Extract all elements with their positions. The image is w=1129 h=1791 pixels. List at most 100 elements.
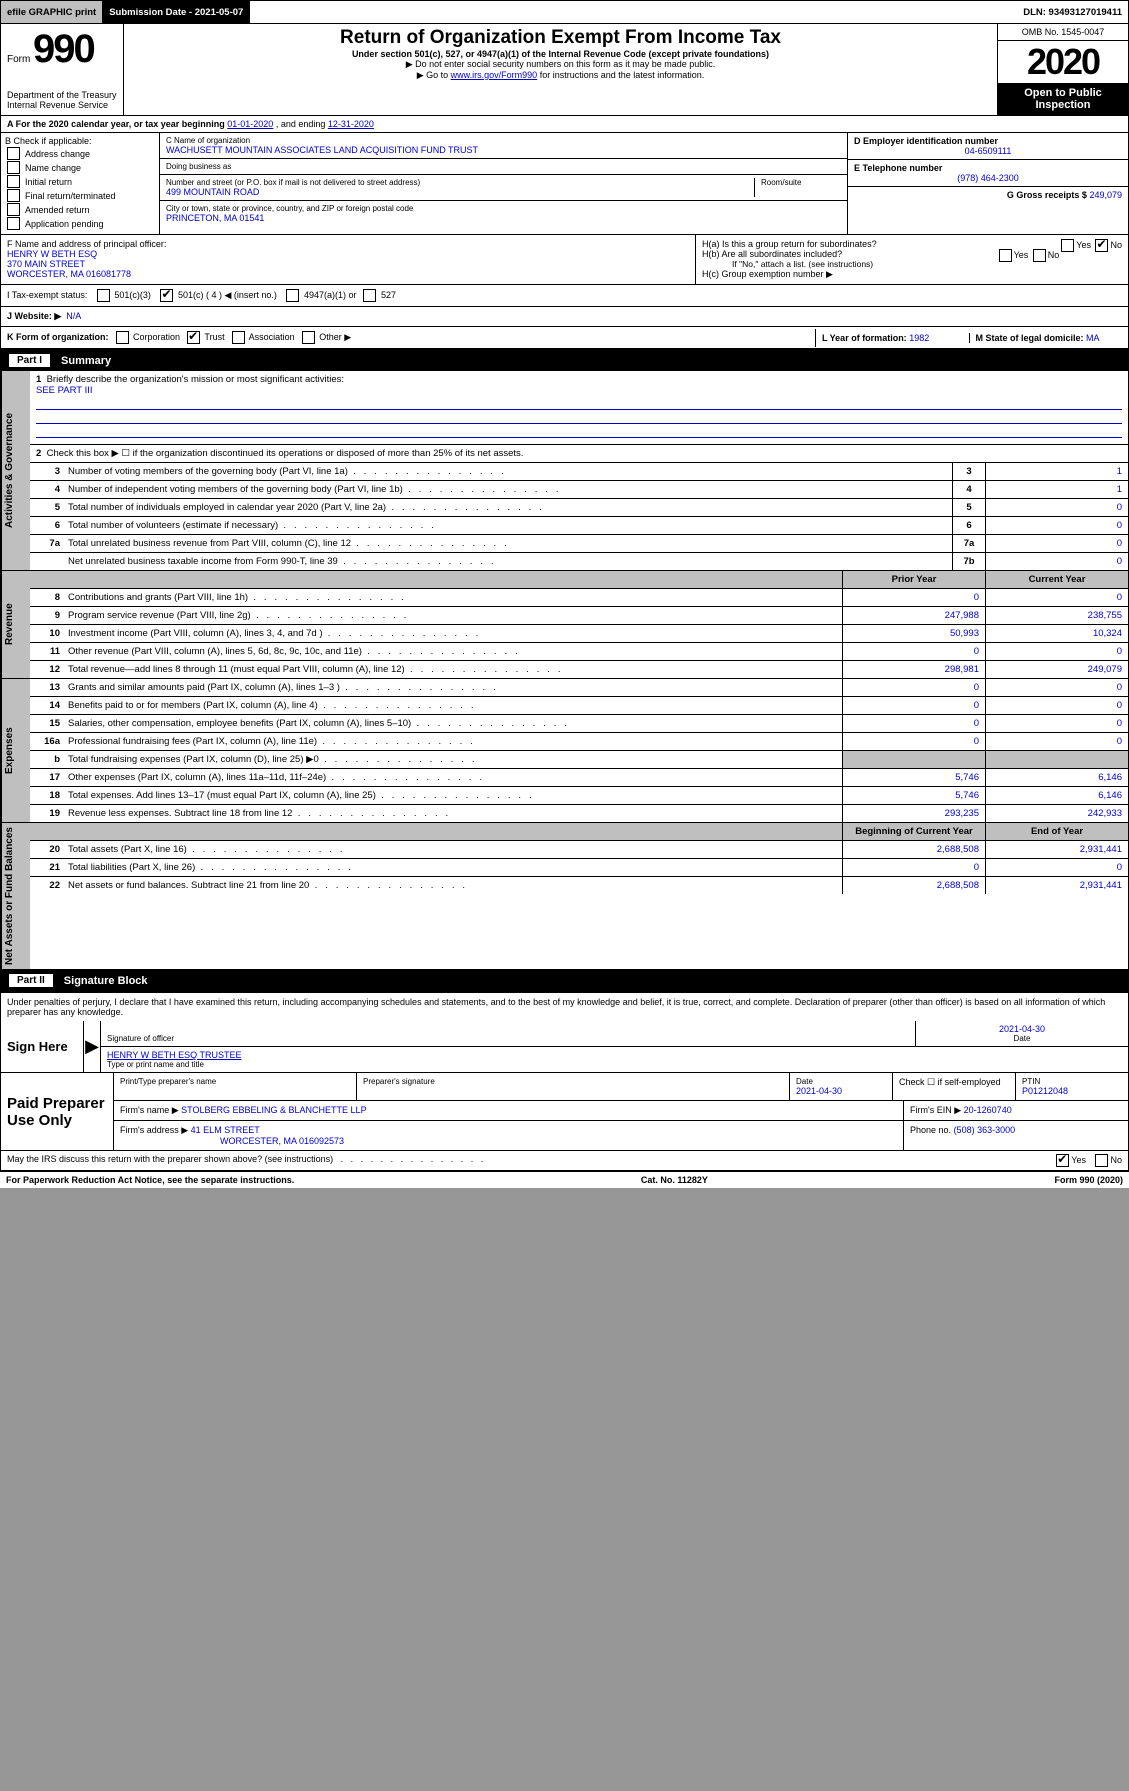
prior-val: 298,981 <box>842 661 985 678</box>
501c3-label: 501(c)(3) <box>114 290 151 300</box>
city-label: City or town, state or province, country… <box>166 204 841 213</box>
row-num: 14 <box>30 697 64 714</box>
chk-label: Name change <box>25 163 81 173</box>
current-val: 0 <box>985 589 1128 606</box>
corp-checkbox[interactable] <box>116 331 129 344</box>
top-toolbar: efile GRAPHIC print Submission Date - 20… <box>0 0 1129 24</box>
row-num: 12 <box>30 661 64 678</box>
checkbox[interactable] <box>7 189 20 202</box>
checkbox[interactable] <box>7 203 20 216</box>
row-box: 7a <box>952 535 985 552</box>
firm-name: STOLBERG EBBELING & BLANCHETTE LLP <box>181 1105 366 1115</box>
hb-yes-label: Yes <box>1014 250 1029 260</box>
501c-label: 501(c) ( 4 ) ◀ (insert no.) <box>178 290 277 300</box>
pra-notice: For Paperwork Reduction Act Notice, see … <box>6 1175 294 1185</box>
prior-val: 293,235 <box>842 805 985 822</box>
side-label-rev: Revenue <box>1 571 30 678</box>
discuss-no-checkbox[interactable] <box>1095 1154 1108 1167</box>
row-desc: Salaries, other compensation, employee b… <box>64 715 842 732</box>
side-label-exp: Expenses <box>1 679 30 822</box>
tel-value: (978) 464-2300 <box>854 173 1122 183</box>
col-b-item: Address change <box>5 147 155 160</box>
data-row: 11Other revenue (Part VIII, column (A), … <box>30 643 1128 661</box>
data-row: 16aProfessional fundraising fees (Part I… <box>30 733 1128 751</box>
goto-post: for instructions and the latest informat… <box>540 70 705 80</box>
current-val: 238,755 <box>985 607 1128 624</box>
col-b-item: Initial return <box>5 175 155 188</box>
ha-no-checkbox[interactable] <box>1095 239 1108 252</box>
city-state-zip: PRINCETON, MA 01541 <box>166 213 841 223</box>
discuss-yes-checkbox[interactable] <box>1056 1154 1069 1167</box>
part1-title: Summary <box>61 355 111 367</box>
page-footer: For Paperwork Reduction Act Notice, see … <box>0 1172 1129 1188</box>
q1-text: Briefly describe the organization's miss… <box>47 374 345 385</box>
j-label: J Website: ▶ <box>7 311 61 321</box>
col-b-checkboxes: B Check if applicable: Address changeNam… <box>1 133 160 234</box>
hdr-spacer <box>30 823 64 840</box>
dba-block: Doing business as <box>160 159 847 175</box>
data-row: 8Contributions and grants (Part VIII, li… <box>30 589 1128 607</box>
col-b-item: Name change <box>5 161 155 174</box>
form-id-box: Form 990 Department of the Treasury Inte… <box>1 24 124 115</box>
part1-header: Part I Summary <box>0 350 1129 371</box>
omb-number: OMB No. 1545-0047 <box>998 24 1128 41</box>
row-desc: Total revenue—add lines 8 through 11 (mu… <box>64 661 842 678</box>
q1-answer: SEE PART III <box>36 385 93 396</box>
officer-name-cell: HENRY W BETH ESQ TRUSTEE Type or print n… <box>101 1047 1128 1072</box>
row-num: 19 <box>30 805 64 822</box>
prep-date-cell: Date 2021-04-30 <box>790 1073 893 1100</box>
checkbox[interactable] <box>7 161 20 174</box>
data-row: 20Total assets (Part X, line 16)2,688,50… <box>30 841 1128 859</box>
527-checkbox[interactable] <box>363 289 376 302</box>
other-checkbox[interactable] <box>302 331 315 344</box>
org-name: WACHUSETT MOUNTAIN ASSOCIATES LAND ACQUI… <box>166 145 841 155</box>
hdr-spacer2 <box>64 571 842 588</box>
row-num: 16a <box>30 733 64 750</box>
officer-sig-cell: Signature of officer <box>101 1021 916 1046</box>
part1-tab: Part I <box>8 353 51 368</box>
checkbox[interactable] <box>7 175 20 188</box>
part2-tab: Part II <box>8 973 54 988</box>
row-num: 18 <box>30 787 64 804</box>
ha-yes-checkbox[interactable] <box>1061 239 1074 252</box>
current-val <box>985 751 1128 768</box>
data-row: bTotal fundraising expenses (Part IX, co… <box>30 751 1128 769</box>
na-header-row: Beginning of Current Year End of Year <box>30 823 1128 841</box>
prior-val: 2,688,508 <box>842 841 985 858</box>
firm-addr1: 41 ELM STREET <box>191 1125 260 1135</box>
sig-date-cell: 2021-04-30 Date <box>916 1021 1128 1046</box>
row-num: 6 <box>30 517 64 534</box>
4947-checkbox[interactable] <box>286 289 299 302</box>
current-val: 2,931,441 <box>985 877 1128 894</box>
firm-name-label: Firm's name ▶ <box>120 1105 179 1115</box>
efile-print-button[interactable]: efile GRAPHIC print <box>1 1 103 23</box>
checkbox[interactable] <box>7 217 20 230</box>
hb-no-checkbox[interactable] <box>1033 249 1046 262</box>
row-val: 0 <box>985 535 1128 552</box>
q2-text: Check this box ▶ ☐ if the organization d… <box>47 448 524 459</box>
501c-checkbox[interactable] <box>160 289 173 302</box>
prep-date: 2021-04-30 <box>796 1086 886 1096</box>
tel-label: E Telephone number <box>854 163 1122 173</box>
checkbox[interactable] <box>7 147 20 160</box>
firm-ein-cell: Firm's EIN ▶ 20-1260740 <box>904 1101 1128 1120</box>
submission-date: Submission Date - 2021-05-07 <box>103 1 250 23</box>
website-cell: J Website: ▶ N/A <box>1 307 1128 326</box>
prep-sig-label: Preparer's signature <box>363 1077 783 1086</box>
i-label: I Tax-exempt status: <box>7 290 87 300</box>
city-block: City or town, state or province, country… <box>160 201 847 226</box>
501c3-checkbox[interactable] <box>97 289 110 302</box>
assoc-checkbox[interactable] <box>232 331 245 344</box>
q2-row: 2 Check this box ▶ ☐ if the organization… <box>30 445 1128 463</box>
irs-link[interactable]: www.irs.gov/Form990 <box>451 70 538 80</box>
row-num: b <box>30 751 64 768</box>
row-val: 1 <box>985 481 1128 498</box>
prep-row1: Print/Type preparer's name Preparer's si… <box>114 1073 1128 1101</box>
hb-yes-checkbox[interactable] <box>999 249 1012 262</box>
exp-body: 13Grants and similar amounts paid (Part … <box>30 679 1128 822</box>
row-desc: Total fundraising expenses (Part IX, col… <box>64 751 842 768</box>
prior-year-header: Prior Year <box>842 571 985 588</box>
trust-checkbox[interactable] <box>187 331 200 344</box>
prior-val: 0 <box>842 715 985 732</box>
ag-row: 3Number of voting members of the governi… <box>30 463 1128 481</box>
